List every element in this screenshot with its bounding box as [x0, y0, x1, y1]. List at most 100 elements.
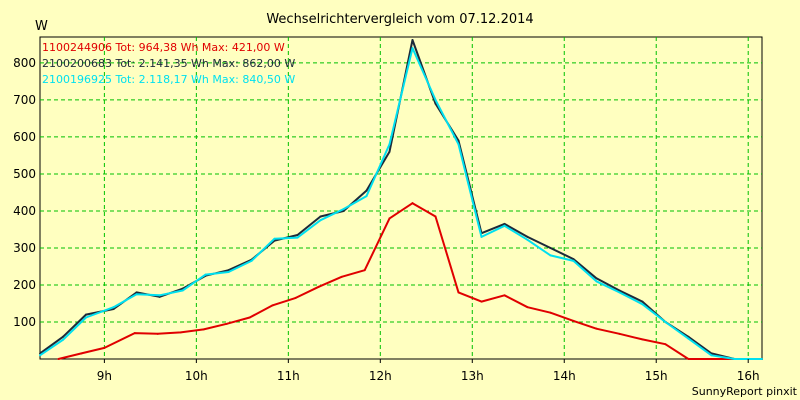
data-point [227, 271, 230, 274]
data-point [457, 291, 460, 294]
data-point [103, 346, 106, 349]
y-tick-label: 200 [13, 278, 36, 292]
x-tick-label: 15h [645, 369, 668, 383]
data-point [411, 202, 414, 205]
x-tick-label: 16h [737, 369, 760, 383]
x-tick-label: 11h [277, 369, 300, 383]
x-tick-label: 12h [369, 369, 392, 383]
data-point [434, 102, 437, 105]
data-point [363, 269, 366, 272]
data-point [57, 358, 60, 360]
data-point [179, 331, 182, 334]
data-point [572, 319, 575, 322]
data-point [687, 358, 690, 360]
data-point [156, 332, 159, 335]
data-point [319, 215, 322, 218]
y-axis-label: W [35, 19, 48, 34]
data-point [457, 143, 460, 146]
y-tick-label: 700 [13, 93, 36, 107]
data-point [572, 258, 575, 261]
data-point [39, 354, 41, 357]
series-line-3 [39, 47, 762, 360]
data-point [248, 316, 251, 319]
y-tick-label: 400 [13, 204, 36, 218]
data-point [135, 293, 138, 296]
data-point [365, 195, 368, 198]
data-point [618, 332, 621, 335]
data-point [112, 308, 115, 311]
data-point [80, 352, 83, 355]
data-point [250, 259, 253, 262]
data-point [434, 98, 437, 101]
data-point [296, 234, 299, 237]
data-point [202, 328, 205, 331]
data-point [572, 259, 575, 262]
legend-entry-2: 2100200683 Tot: 2.141,35 Wh Max: 862,00 … [42, 57, 295, 70]
data-point [296, 236, 299, 239]
data-point [342, 209, 345, 212]
data-point [710, 354, 713, 357]
chart-title: Wechselrichtervergleich vom 07.12.2014 [266, 12, 533, 27]
data-point [595, 327, 598, 330]
footer-credit: SunnyReport pinxit [692, 385, 798, 398]
y-tick-label: 100 [13, 315, 36, 329]
data-point [84, 313, 87, 316]
data-point [342, 208, 345, 211]
data-point [549, 254, 552, 257]
data-point [365, 189, 368, 192]
data-point [135, 291, 138, 294]
y-tick-label: 300 [13, 241, 36, 255]
data-point [388, 217, 391, 220]
data-point [411, 38, 414, 41]
data-point [503, 224, 506, 227]
series-layer [39, 38, 763, 360]
data-point [618, 289, 621, 292]
data-point [225, 322, 228, 325]
plot-area [39, 36, 763, 360]
data-point [595, 277, 598, 280]
data-point [271, 304, 274, 307]
data-point [641, 338, 644, 341]
data-point [84, 316, 87, 319]
data-point [434, 215, 437, 218]
x-tick-label: 9h [97, 369, 112, 383]
data-point [526, 306, 529, 309]
data-point [641, 303, 644, 306]
data-point [204, 273, 207, 276]
legend-entry-3: 2100196925 Tot: 2.118,17 Wh Max: 840,50 … [42, 73, 295, 86]
data-point [319, 219, 322, 222]
y-tick-label: 500 [13, 167, 36, 181]
data-point [61, 335, 64, 338]
data-point [388, 143, 391, 146]
data-point [340, 275, 343, 278]
data-point [411, 47, 414, 50]
legend-entry-1: 1100244906 Tot: 964,38 Wh Max: 421,00 W [42, 41, 285, 54]
data-point [664, 320, 667, 323]
data-point [273, 237, 276, 240]
data-point [181, 289, 184, 292]
data-point [549, 311, 552, 314]
data-point [480, 300, 483, 303]
data-point [480, 235, 483, 238]
data-point [618, 291, 621, 294]
data-point [733, 358, 736, 360]
data-point [133, 332, 136, 335]
data-point [549, 246, 552, 249]
x-tick-label: 14h [553, 369, 576, 383]
data-point [641, 300, 644, 303]
data-point [503, 294, 506, 297]
data-point [61, 338, 64, 341]
data-point [158, 294, 161, 297]
data-point [710, 358, 713, 360]
data-point [664, 343, 667, 346]
y-tick-label: 800 [13, 56, 36, 70]
data-point [112, 306, 115, 309]
data-point [526, 238, 529, 241]
data-point [158, 295, 161, 298]
data-point [388, 150, 391, 153]
y-tick-label: 600 [13, 130, 36, 144]
data-point [294, 296, 297, 299]
axis-layer: 9h 10h 11h 12h 13h 14h 15h 16h 100 200 300 400 500 60… [13, 56, 760, 383]
x-tick-label: 13h [461, 369, 484, 383]
